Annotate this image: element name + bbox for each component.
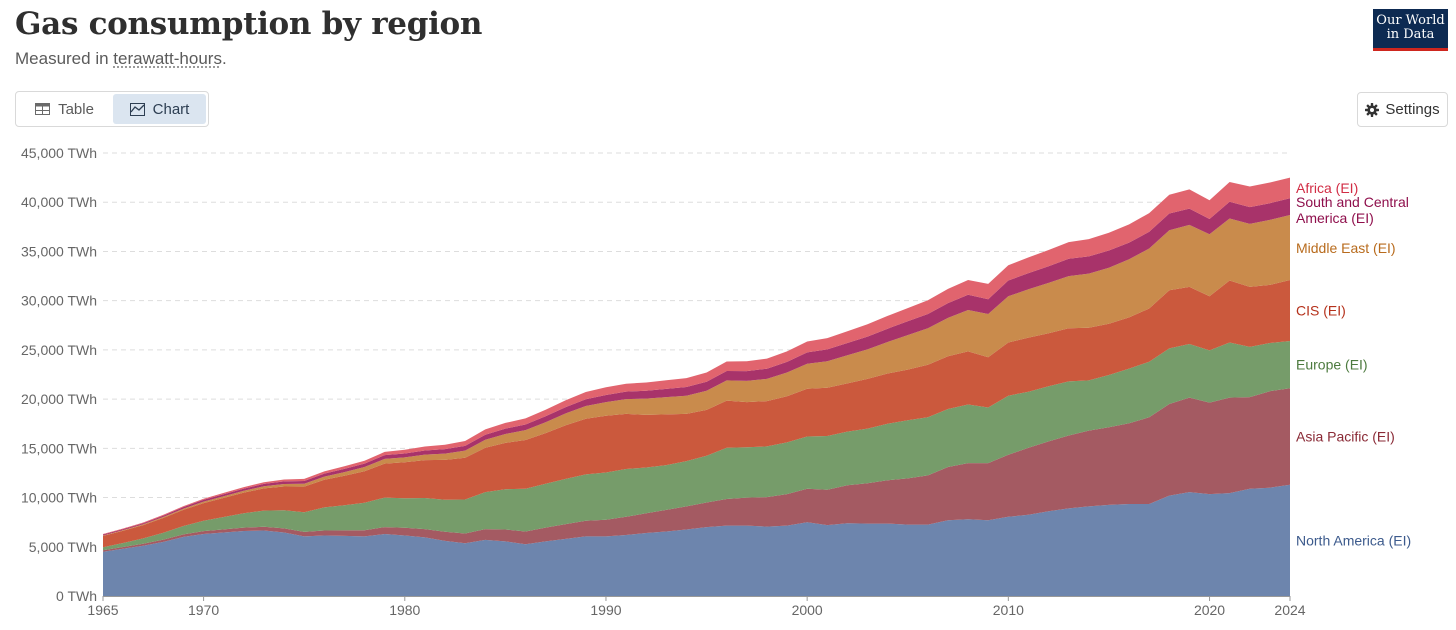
x-tick-label: 2000 [792,602,823,618]
y-tick-label: 25,000 TWh [21,342,97,358]
logo-line-1: Our World [1376,13,1445,28]
y-axis: 0 TWh 5,000 TWh 10,000 TWh 15,000 TWh 20,000… [21,145,97,604]
y-tick-label: 20,000 TWh [21,391,97,407]
y-tick-label: 40,000 TWh [21,194,97,210]
label-africa[interactable]: Africa (EI) [1296,180,1358,196]
y-tick-label: 45,000 TWh [21,145,97,161]
gear-icon [1365,102,1380,117]
area-series [103,177,1290,596]
view-tabs: Table Chart [15,91,209,127]
tab-table[interactable]: Table [18,94,111,124]
y-tick-label: 10,000 TWh [21,490,97,506]
chart-subtitle: Measured in terawatt-hours. [15,49,227,69]
area-north-america[interactable] [103,484,1290,596]
y-tick-label: 5,000 TWh [29,539,97,555]
table-icon [35,103,51,115]
y-tick-label: 0 TWh [56,588,97,604]
label-north-america[interactable]: North America (EI) [1296,532,1411,548]
series-labels: Africa (EI)South and Central America (EI)… [1296,180,1411,548]
label-asia-pacific[interactable]: Asia Pacific (EI) [1296,429,1395,445]
x-tick-label: 1990 [590,602,621,618]
area-cis[interactable] [103,280,1290,548]
subtitle-suffix: . [221,49,227,68]
area-europe[interactable] [103,341,1290,551]
tab-chart[interactable]: Chart [113,94,206,124]
tab-chart-label: Chart [152,100,190,118]
x-tick-label: 2010 [993,602,1024,618]
y-tick-label: 15,000 TWh [21,440,97,456]
y-tick-label: 30,000 TWh [21,293,97,309]
x-tick-label: 1980 [389,602,420,618]
chart-title: Gas consumption by region [15,6,483,42]
tab-table-label: Table [58,100,94,118]
logo-line-2: in Data [1386,27,1435,42]
owid-logo[interactable]: Our World in Data [1373,9,1448,51]
settings-button[interactable]: Settings [1357,92,1448,127]
label-cis[interactable]: CIS (EI) [1296,303,1346,319]
subtitle-prefix: Measured in [15,49,114,68]
chart-icon [129,102,145,116]
x-tick-label: 2024 [1274,602,1305,618]
area-asia-pacific[interactable] [103,388,1290,552]
y-tick-label: 35,000 TWh [21,243,97,259]
label-europe[interactable]: Europe (EI) [1296,357,1368,373]
x-tick-label: 2020 [1194,602,1225,618]
x-tick-label: 1965 [87,602,118,618]
settings-label: Settings [1385,101,1440,118]
area-middle-east[interactable] [103,215,1290,536]
x-tick-label: 1970 [188,602,219,618]
unit-glossary-link[interactable]: terawatt-hours [113,49,222,68]
label-south-and-central-america[interactable]: South and Central America (EI) [1296,194,1409,226]
x-axis: 1965 1970 1980 1990 2000 2010 2020 2024 [87,596,1306,618]
label-middle-east[interactable]: Middle East (EI) [1296,240,1396,256]
